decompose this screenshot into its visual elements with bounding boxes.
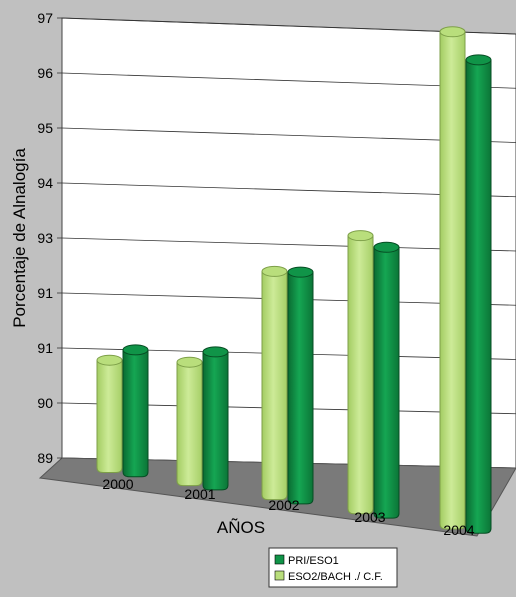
y-tick-label: 90	[37, 395, 53, 411]
legend-box	[268, 547, 398, 588]
y-tick-label: 93	[37, 230, 53, 246]
bar-pri-eso1-top	[122, 344, 149, 356]
bar-pri-eso1-top	[202, 346, 229, 358]
bar-eso2-bach	[176, 361, 203, 487]
legend-label-eso2-bach: ESO2/BACH ./ C.F.	[288, 571, 383, 583]
x-axis-ticks: 2000 2001 2002 2003 2004	[102, 476, 474, 538]
y-tick-label: 91	[37, 285, 53, 301]
legend-swatch-eso2-bach	[274, 570, 285, 581]
x-tick-label: 2000	[102, 476, 133, 492]
y-tick-label: 91	[37, 340, 53, 356]
bar-eso2-bach	[347, 235, 374, 515]
y-tick-label: 89	[37, 450, 53, 466]
x-tick-label: 2001	[184, 486, 215, 502]
x-axis-title: AÑOS	[217, 518, 265, 537]
y-axis-title: Porcentaje de Alnalogía	[10, 148, 29, 328]
bar-pri-eso1	[373, 246, 400, 519]
bar-pri-eso1	[202, 351, 229, 491]
bar-pri-eso1-top	[287, 266, 314, 278]
bar-pri-eso1	[122, 349, 149, 478]
y-axis-ticks: 89 90 91 91 93 94 95 96 97	[37, 10, 62, 466]
y-tick-label: 94	[37, 175, 53, 191]
legend: PRI/ESO1 ESO2/BACH ./ C.F.	[268, 547, 398, 588]
bar-eso2-bach	[96, 359, 123, 473]
bar-pri-eso1	[465, 59, 492, 534]
legend-label-pri-eso1: PRI/ESO1	[288, 555, 339, 567]
bar-eso2-bach-top	[347, 230, 374, 242]
y-tick-label: 97	[37, 10, 53, 26]
bars	[96, 26, 492, 534]
bar-eso2-bach-top	[439, 26, 466, 38]
x-tick-label: 2004	[443, 522, 474, 538]
y-tick-label: 95	[37, 120, 53, 136]
x-tick-label: 2002	[268, 497, 299, 513]
bar-eso2-bach	[261, 270, 288, 501]
y-tick-label: 96	[37, 65, 53, 81]
bar-eso2-bach-top	[176, 356, 203, 368]
legend-swatch-pri-eso1	[274, 554, 285, 565]
bar-eso2-bach-top	[96, 354, 123, 366]
bar-pri-eso1	[287, 271, 314, 505]
bar-pri-eso1-top	[373, 241, 400, 253]
x-tick-label: 2003	[354, 509, 385, 525]
bar-eso2-bach	[439, 31, 466, 530]
bar-pri-eso1-top	[465, 54, 492, 66]
bar-eso2-bach-top	[261, 265, 288, 277]
